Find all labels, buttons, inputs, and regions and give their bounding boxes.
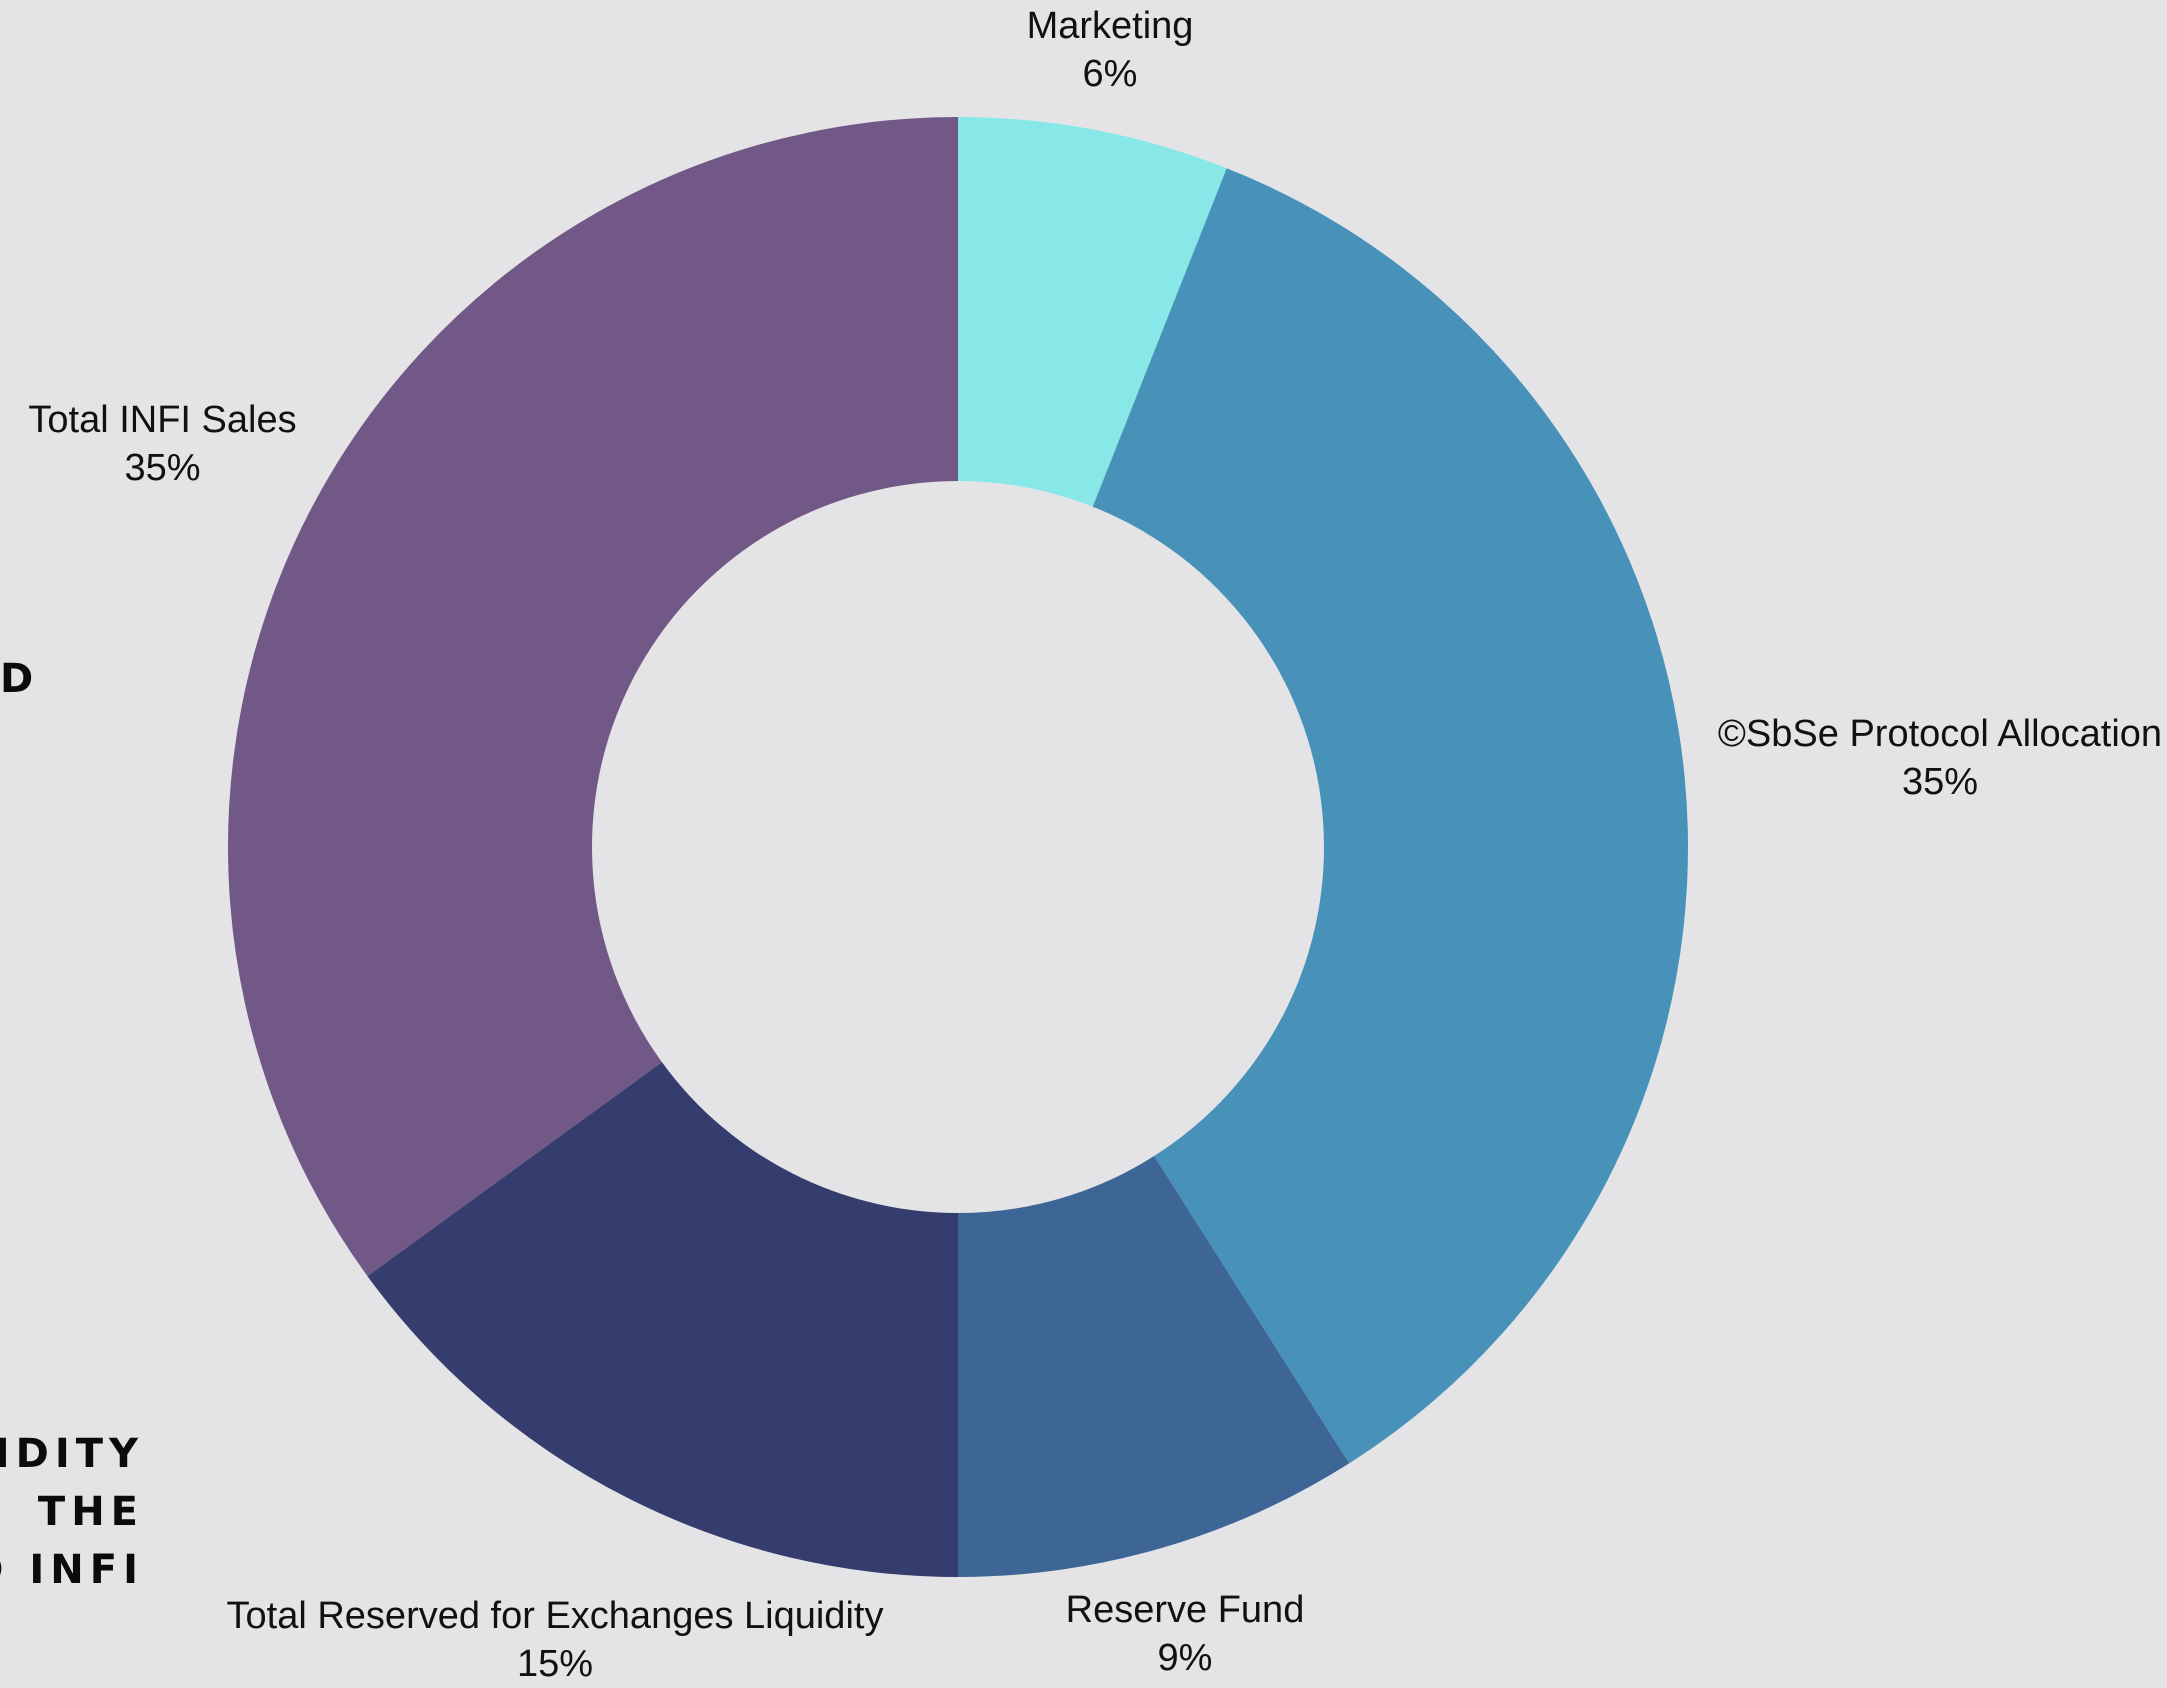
slice-value-infi-sales: 35% bbox=[124, 447, 201, 489]
slice-label-exchanges-liquidity: Total Reserved for Exchanges Liquidity 1… bbox=[210, 1592, 900, 1688]
slice-name-exchanges-liquidity: Total Reserved for Exchanges Liquidity bbox=[226, 1595, 884, 1637]
side-text-line: IDITY bbox=[0, 1431, 144, 1477]
slice-label-reserve-fund: Reserve Fund 9% bbox=[1040, 1586, 1330, 1682]
slice-exchanges-liquidity bbox=[367, 1062, 958, 1577]
cropped-side-text-lower: IDITY THE D INFI bbox=[0, 1425, 144, 1599]
slice-name-infi-sales: Total INFI Sales bbox=[28, 399, 297, 441]
side-text-line: D bbox=[0, 656, 40, 702]
slice-name-marketing: Marketing bbox=[1026, 5, 1194, 47]
slice-value-marketing: 6% bbox=[1082, 53, 1138, 95]
slice-infi-sales bbox=[228, 117, 958, 1277]
slice-reserve-fund bbox=[958, 1156, 1350, 1577]
slice-value-reserve-fund: 9% bbox=[1157, 1637, 1213, 1679]
slice-label-protocol-allocation: ©SbSe Protocol Allocation 35% bbox=[1700, 710, 2167, 806]
side-text-line: D INFI bbox=[0, 1547, 144, 1593]
cropped-side-text-upper: D bbox=[0, 650, 39, 708]
slice-label-infi-sales: Total INFI Sales 35% bbox=[10, 396, 315, 492]
slice-marketing bbox=[958, 117, 1227, 507]
slice-value-protocol-allocation: 35% bbox=[1901, 761, 1979, 803]
slice-name-protocol-allocation: ©SbSe Protocol Allocation bbox=[1717, 713, 2163, 755]
slice-value-exchanges-liquidity: 15% bbox=[516, 1643, 594, 1685]
side-text-line: THE bbox=[37, 1489, 144, 1535]
slice-label-marketing: Marketing 6% bbox=[960, 2, 1260, 98]
slice-name-reserve-fund: Reserve Fund bbox=[1065, 1589, 1305, 1631]
slice-protocol-allocation bbox=[1092, 168, 1689, 1464]
